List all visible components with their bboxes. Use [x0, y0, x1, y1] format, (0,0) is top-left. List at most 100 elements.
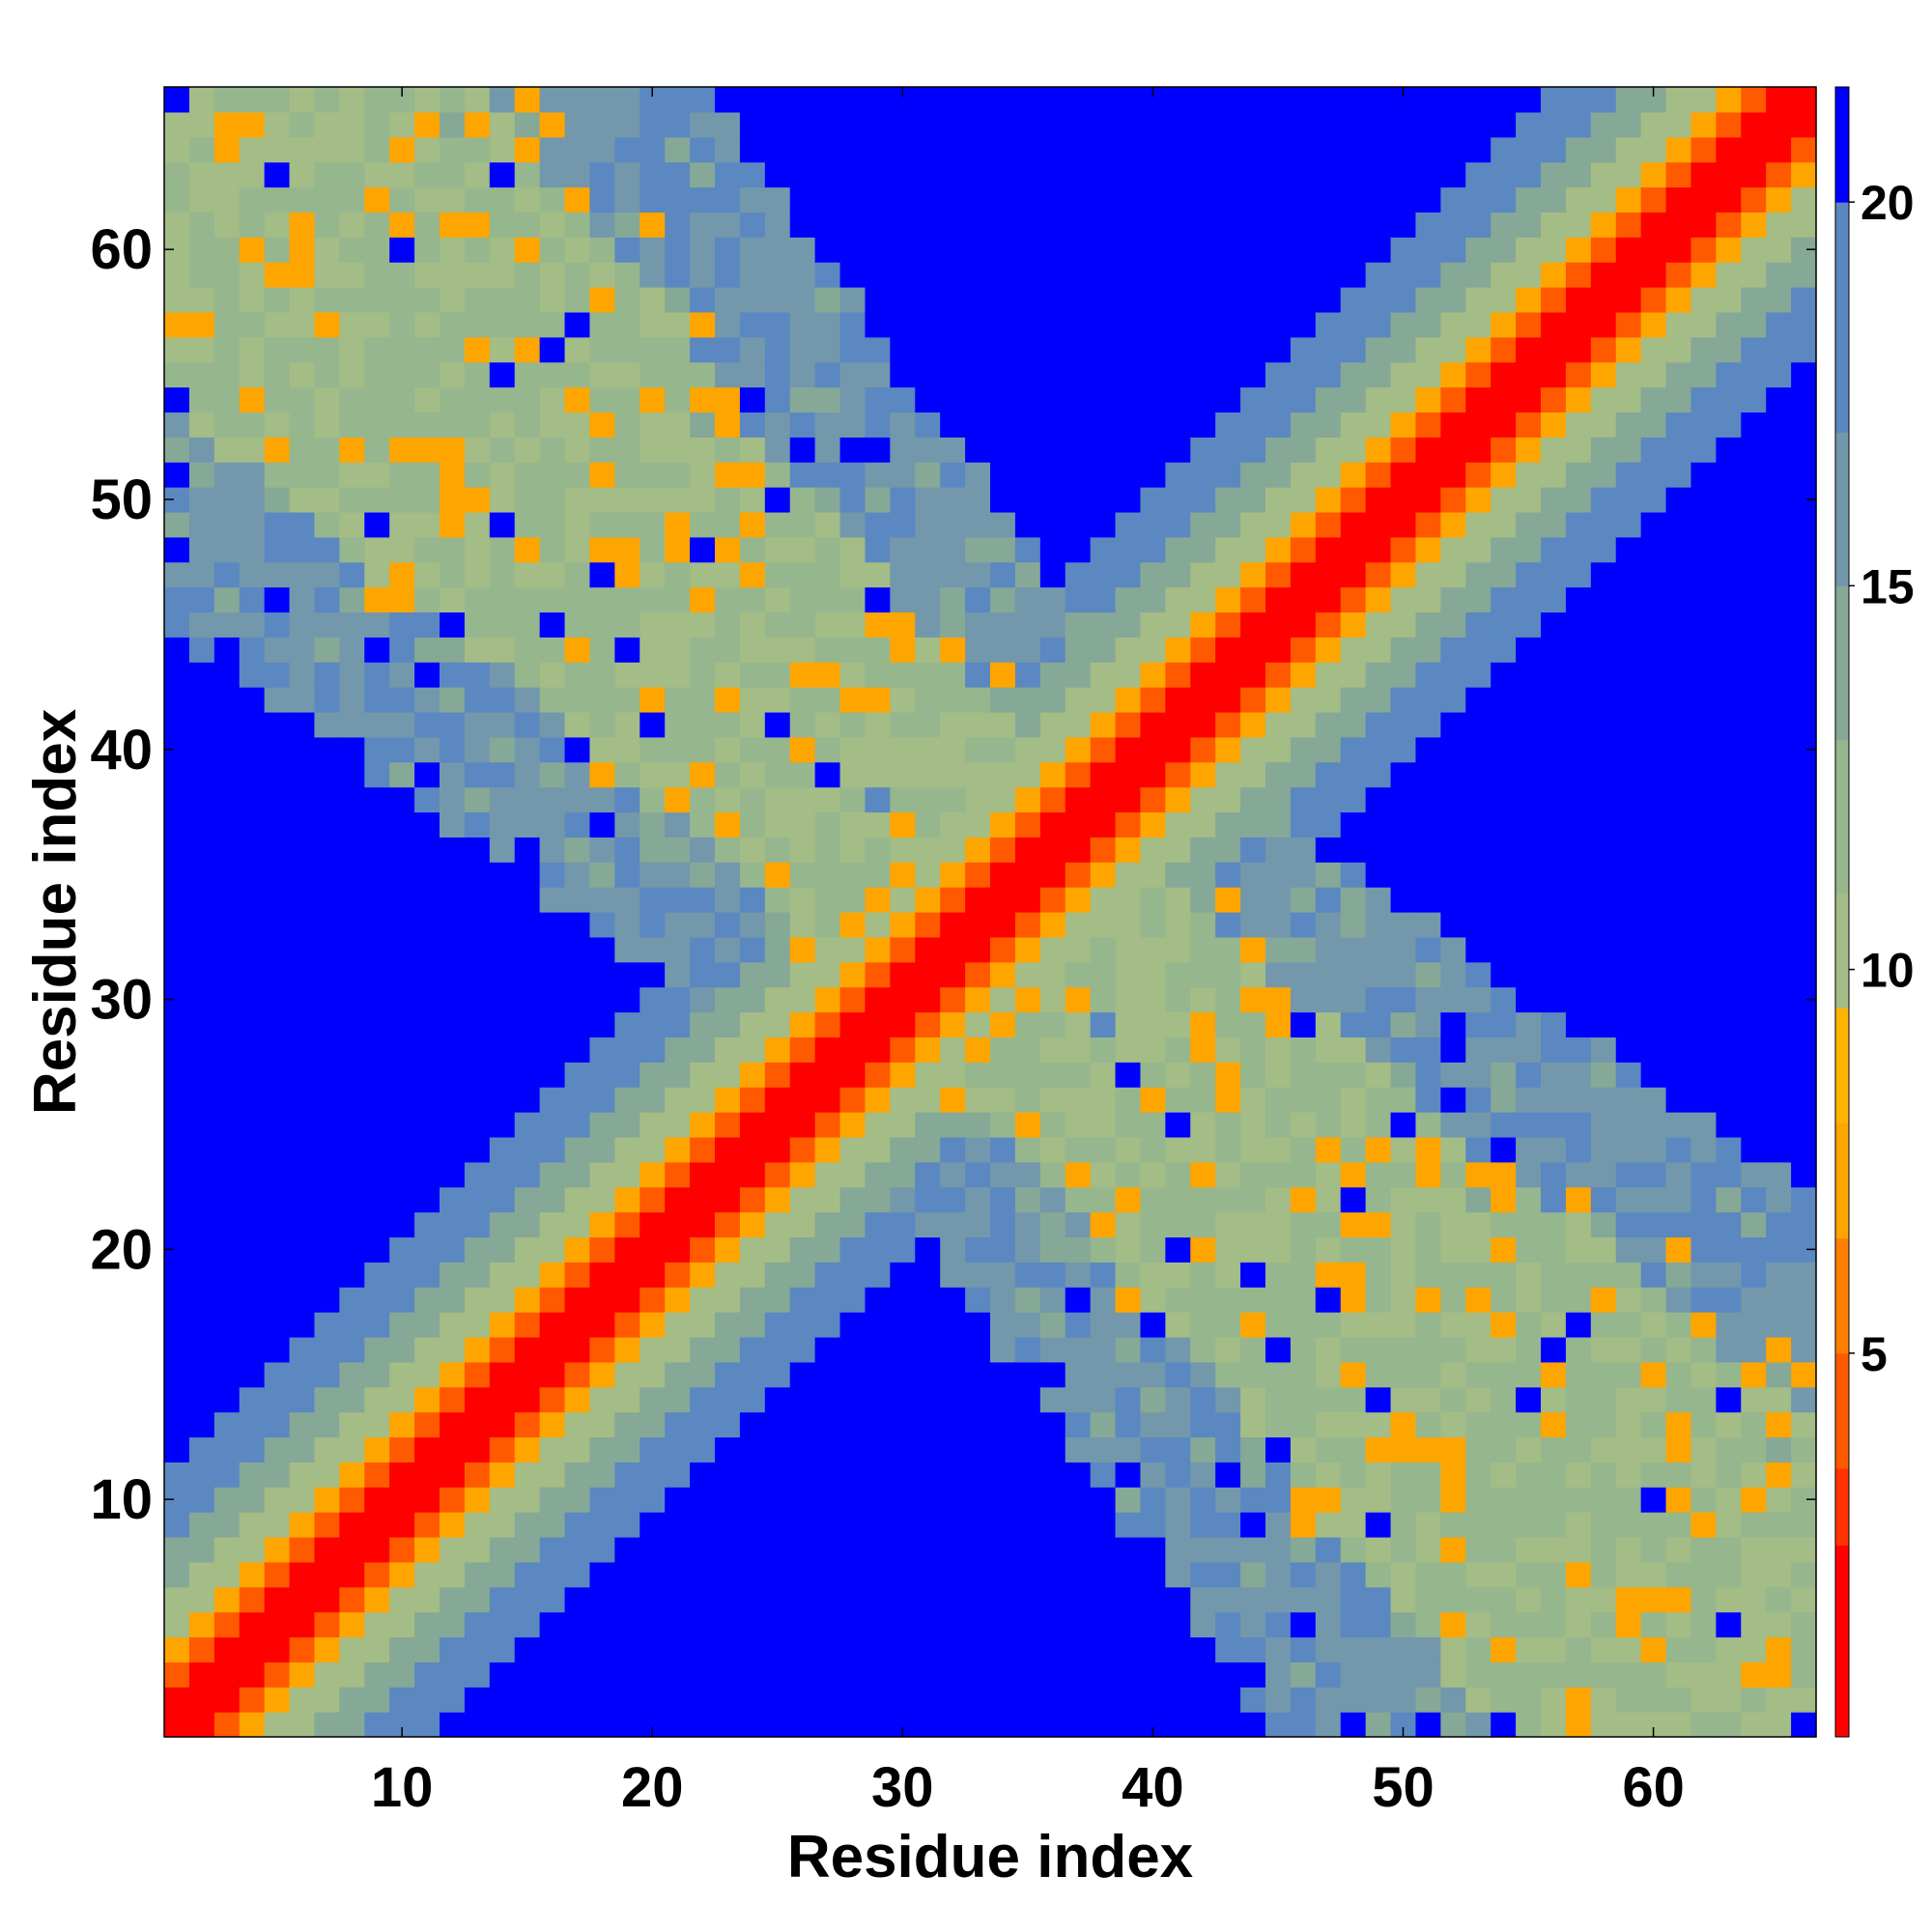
heatmap-cell: [965, 186, 991, 213]
heatmap-cell: [990, 1662, 1016, 1688]
heatmap-cell: [789, 1586, 816, 1613]
heatmap-cell: [1165, 1211, 1191, 1238]
heatmap-cell: [614, 186, 640, 213]
heatmap-cell: [1140, 1037, 1166, 1063]
heatmap-cell: [1265, 837, 1292, 863]
heatmap-cell: [1039, 1236, 1066, 1263]
heatmap-cell: [940, 1136, 966, 1163]
heatmap-cell: [1290, 1087, 1317, 1113]
heatmap-cell: [690, 186, 716, 213]
heatmap-cell: [1465, 87, 1492, 113]
heatmap-cell: [1516, 1312, 1542, 1338]
heatmap-cell: [1690, 311, 1717, 338]
heatmap-cell: [364, 1411, 390, 1438]
heatmap-cell: [1365, 262, 1392, 288]
heatmap-cell: [364, 862, 390, 888]
heatmap-cell: [589, 412, 615, 438]
heatmap-cell: [414, 186, 440, 213]
heatmap-cell: [264, 1436, 291, 1463]
heatmap-cell: [539, 811, 566, 838]
heatmap-cell: [890, 111, 916, 138]
heatmap-cell: [289, 336, 316, 363]
heatmap-cell: [1615, 1386, 1642, 1413]
heatmap-cell: [940, 1037, 966, 1063]
heatmap-cell: [589, 1011, 615, 1037]
heatmap-cell: [213, 1112, 241, 1138]
heatmap-cell: [188, 1712, 215, 1738]
heatmap-cell: [1115, 586, 1142, 613]
heatmap-cell: [1716, 1611, 1742, 1638]
heatmap-cell: [314, 1112, 340, 1138]
heatmap-cell: [440, 1712, 466, 1738]
heatmap-cell: [965, 961, 991, 988]
heatmap-cell: [1690, 736, 1717, 763]
heatmap-cell: [1115, 1037, 1142, 1063]
heatmap-cell: [890, 1112, 916, 1138]
heatmap-cell: [440, 1236, 466, 1263]
heatmap-cell: [1766, 811, 1792, 838]
heatmap-cell: [1290, 1161, 1317, 1188]
heatmap-cell: [1665, 887, 1692, 913]
heatmap-cell: [764, 1586, 791, 1613]
heatmap-cell: [1741, 936, 1767, 963]
heatmap-cell: [614, 1586, 640, 1613]
heatmap-cell: [764, 561, 791, 588]
heatmap-cell: [1265, 87, 1292, 113]
heatmap-cell: [715, 586, 741, 613]
heatmap-cell: [1440, 136, 1466, 163]
heatmap-cell: [839, 1062, 867, 1088]
heatmap-cell: [814, 561, 841, 588]
heatmap-cell: [1665, 1611, 1692, 1638]
heatmap-cell: [1615, 1136, 1642, 1163]
heatmap-cell: [1090, 361, 1117, 388]
heatmap-cell: [1115, 311, 1142, 338]
heatmap-cell: [1491, 237, 1517, 263]
heatmap-cell: [539, 287, 566, 313]
heatmap-cell: [1590, 1411, 1617, 1438]
heatmap-cell: [814, 1512, 841, 1538]
heatmap-cell: [1140, 986, 1166, 1013]
heatmap-cell: [414, 711, 440, 738]
heatmap-cell: [188, 662, 215, 688]
heatmap-cell: [839, 736, 867, 763]
heatmap-cell: [339, 487, 365, 513]
heatmap-cell: [589, 1361, 615, 1388]
heatmap-cell: [1716, 1312, 1742, 1338]
heatmap-cell: [614, 1112, 640, 1138]
heatmap-cell: [690, 536, 716, 563]
heatmap-cell: [1315, 1536, 1342, 1563]
heatmap-cell: [414, 87, 440, 113]
heatmap-cell: [1791, 611, 1817, 638]
heatmap-cell: [389, 1211, 415, 1238]
heatmap-cell: [1565, 287, 1592, 313]
heatmap-cell: [1065, 736, 1092, 763]
heatmap-cell: [464, 361, 491, 388]
heatmap-cell: [715, 1712, 741, 1738]
heatmap-cell: [1615, 212, 1642, 238]
heatmap-cell: [414, 662, 440, 688]
heatmap-cell: [1115, 611, 1142, 638]
heatmap-cell: [614, 586, 640, 613]
heatmap-cell: [164, 687, 190, 713]
heatmap-cell: [364, 136, 390, 163]
heatmap-cell: [990, 1062, 1016, 1088]
heatmap-cell: [1516, 111, 1542, 138]
heatmap-cell: [440, 87, 466, 113]
heatmap-cell: [1065, 637, 1092, 663]
heatmap-cell: [213, 386, 241, 413]
heatmap-cell: [1315, 1611, 1342, 1638]
heatmap-cell: [1190, 1211, 1216, 1238]
heatmap-cell: [1215, 711, 1241, 738]
heatmap-cell: [1615, 862, 1642, 888]
heatmap-cell: [1365, 1112, 1392, 1138]
heatmap-cell: [1315, 711, 1342, 738]
heatmap-cell: [239, 1361, 266, 1388]
heatmap-cell: [990, 786, 1016, 813]
heatmap-cell: [1039, 761, 1066, 788]
heatmap-cell: [489, 111, 516, 138]
heatmap-cell: [1665, 1186, 1692, 1213]
heatmap-cell: [614, 1236, 640, 1263]
heatmap-cell: [1315, 161, 1342, 188]
heatmap-cell: [890, 736, 916, 763]
heatmap-cell: [1090, 1336, 1117, 1363]
